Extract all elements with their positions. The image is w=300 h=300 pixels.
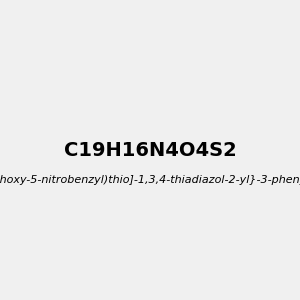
Text: N-{5-[(2-methoxy-5-nitrobenzyl)thio]-1,3,4-thiadiazol-2-yl}-3-phenylacrylamide: N-{5-[(2-methoxy-5-nitrobenzyl)thio]-1,3… bbox=[0, 175, 300, 185]
Text: C19H16N4O4S2: C19H16N4O4S2 bbox=[64, 140, 236, 160]
